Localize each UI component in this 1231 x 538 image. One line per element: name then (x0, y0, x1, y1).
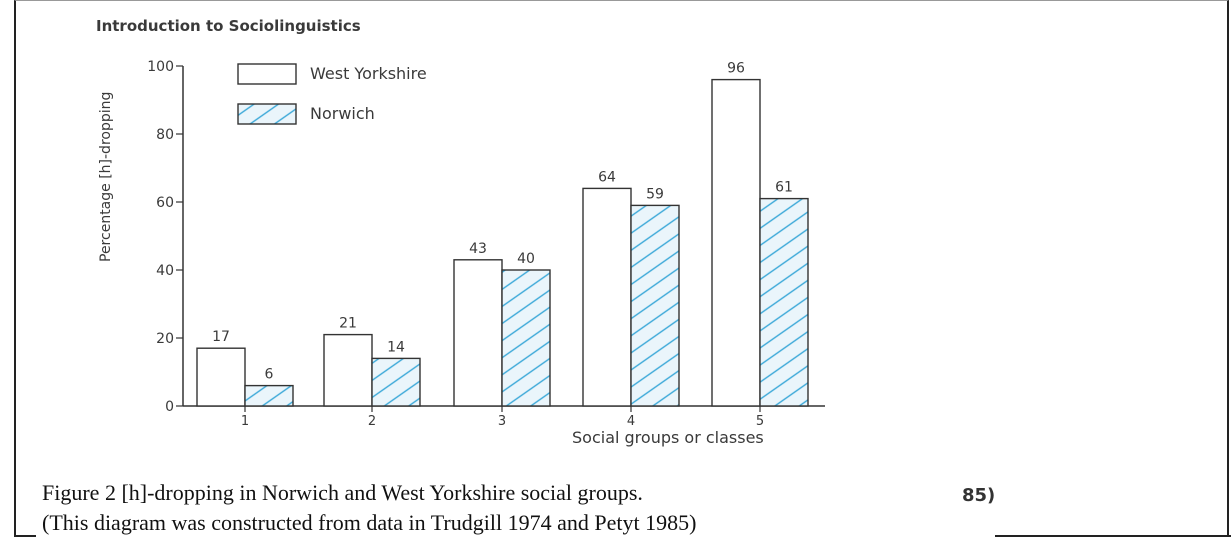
legend-label-norwich: Norwich (310, 104, 375, 123)
y-tick-label: 0 (165, 399, 174, 415)
y-tick-label: 20 (156, 331, 174, 347)
data-label-west-yorkshire: 96 (727, 61, 745, 77)
legend-label-west-yorkshire: West Yorkshire (310, 64, 427, 83)
data-label-west-yorkshire: 43 (469, 241, 487, 257)
bar-west-yorkshire (196, 347, 246, 407)
y-tick-label: 60 (156, 195, 174, 211)
bar-west-yorkshire (453, 259, 503, 407)
data-label-west-yorkshire: 17 (212, 329, 230, 345)
bar-norwich (630, 204, 680, 407)
book-title: Introduction to Sociolinguistics (96, 17, 361, 35)
figure-caption: Figure 2 [h]-dropping in Norwich and Wes… (42, 480, 643, 505)
y-axis-label: Percentage [h]-dropping (98, 92, 114, 262)
legend-swatch-west-yorkshire (237, 63, 297, 85)
x-tick-label: 5 (756, 414, 764, 429)
bar-norwich (371, 357, 421, 407)
bar-chart: Introduction to Sociolinguistics Percent… (96, 17, 825, 447)
bar-west-yorkshire (323, 333, 373, 407)
legend-swatch-norwich (237, 103, 297, 125)
bar-west-yorkshire (582, 187, 632, 407)
bars: 17 6 21 14 43 40 64 59 96 61 (196, 61, 809, 407)
data-label-norwich: 40 (517, 251, 535, 267)
figure-frame (14, 0, 1229, 536)
data-label-west-yorkshire: 64 (598, 169, 616, 185)
bar-west-yorkshire (711, 78, 761, 407)
figure-source-note: (This diagram was constructed from data … (42, 510, 697, 535)
y-tick-label: 100 (147, 59, 174, 75)
bar-norwich (759, 197, 809, 407)
bottom-rule-left (14, 535, 36, 537)
bar-norwich (244, 384, 294, 407)
bar-norwich (501, 269, 551, 407)
data-label-norwich: 61 (775, 180, 793, 196)
x-tick-label: 2 (368, 414, 376, 429)
x-axis-label: Social groups or classes (572, 428, 764, 447)
x-tick-label: 4 (627, 414, 635, 429)
data-label-norwich: 6 (265, 367, 274, 383)
x-tick-label: 1 (241, 414, 249, 429)
y-tick-label: 40 (156, 263, 174, 279)
y-tick-label: 80 (156, 127, 174, 143)
bottom-rule-right (995, 535, 1231, 537)
data-label-norwich: 14 (387, 339, 405, 355)
page-fragment: 85) (962, 485, 996, 506)
legend: West Yorkshire Norwich (237, 63, 427, 125)
x-tick-label: 3 (498, 414, 506, 429)
data-label-norwich: 59 (646, 186, 664, 202)
data-label-west-yorkshire: 21 (339, 316, 357, 332)
